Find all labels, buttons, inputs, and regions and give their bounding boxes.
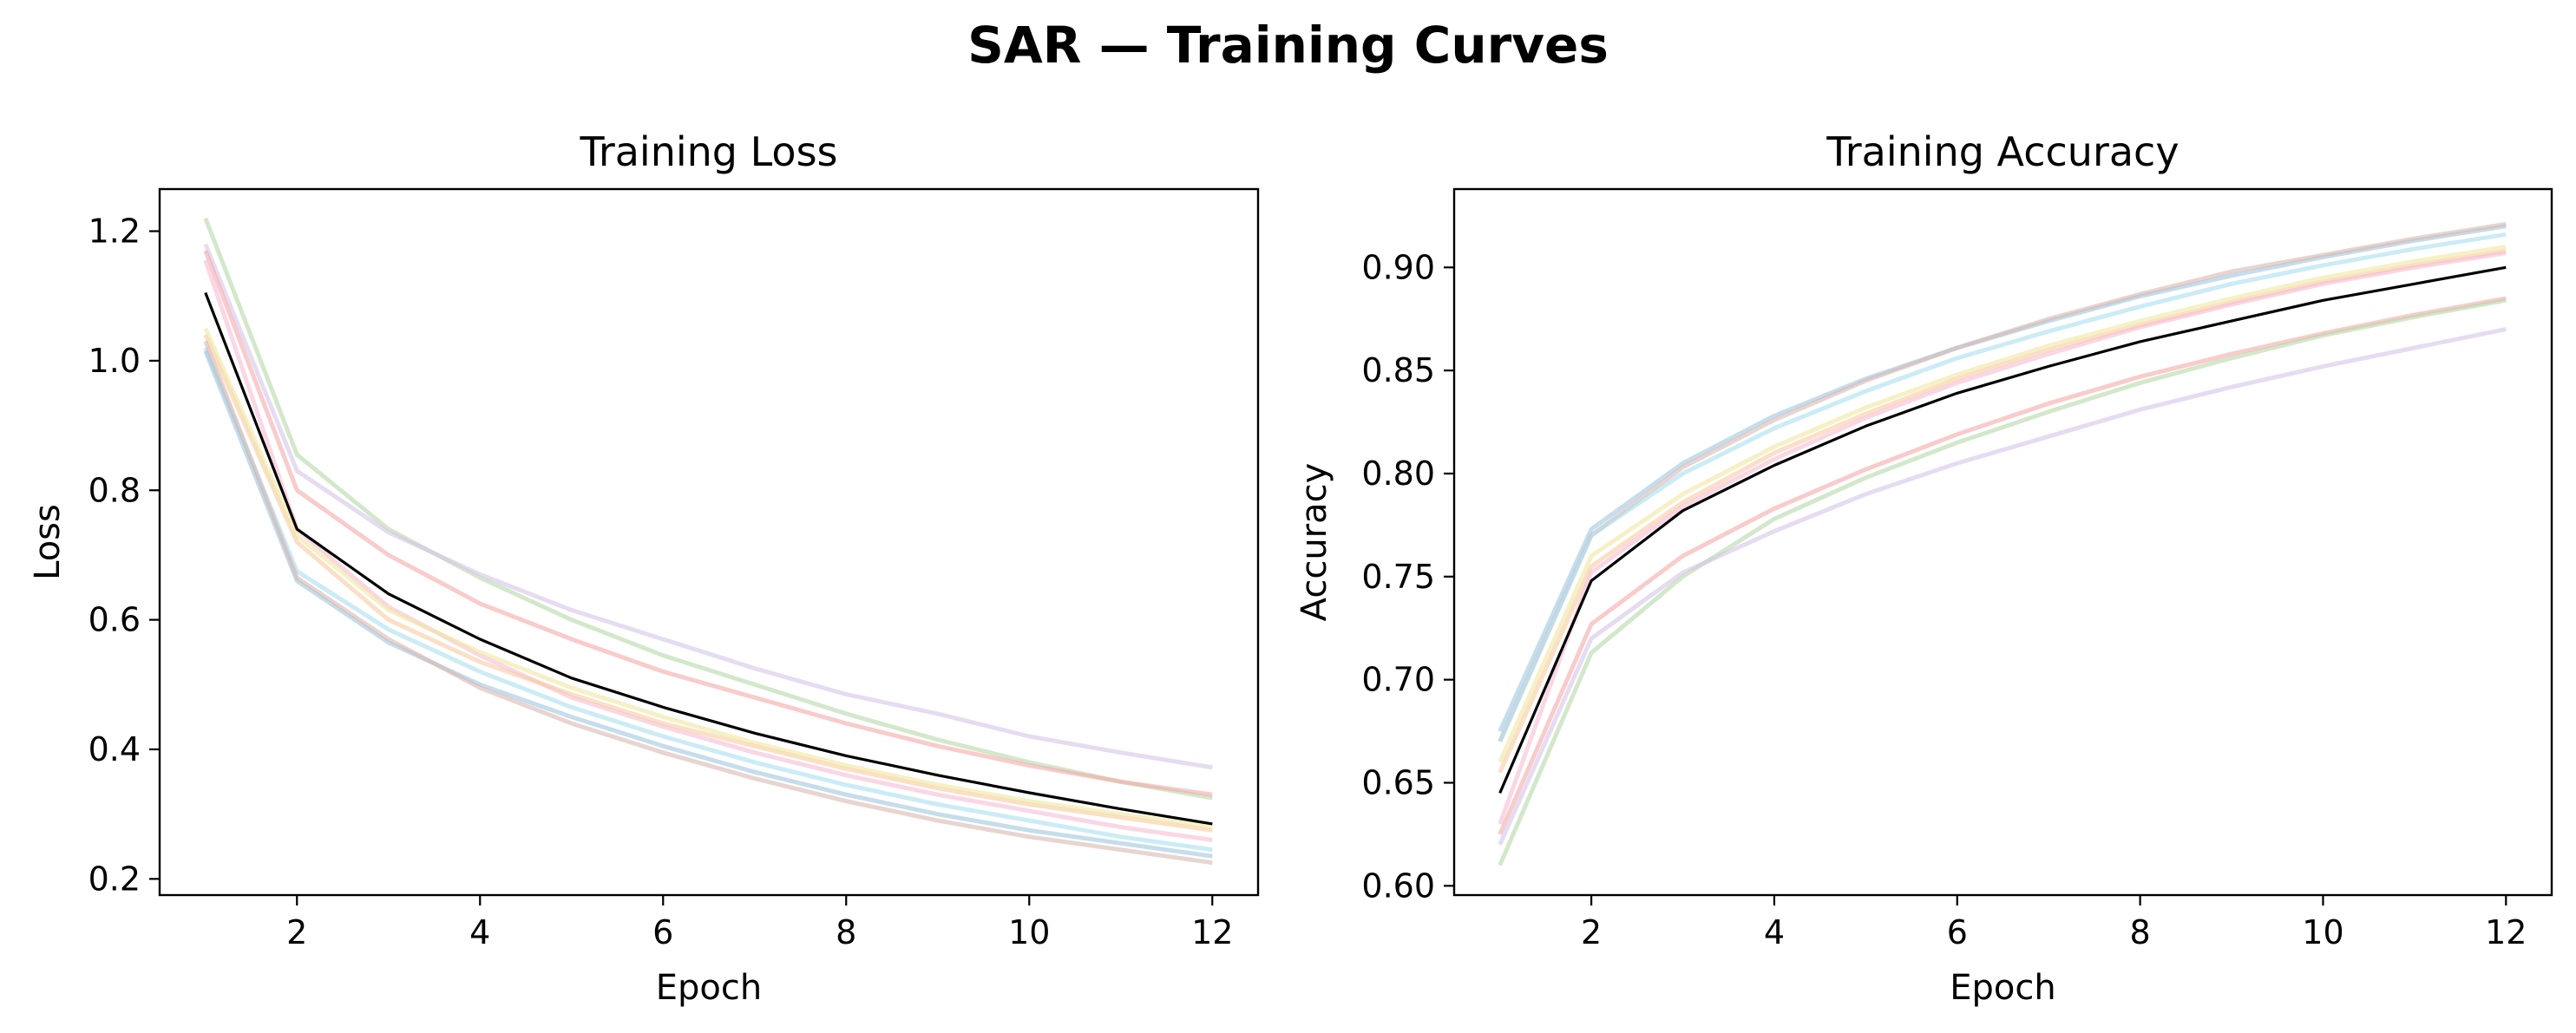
loss-series-line-3 — [203, 250, 1213, 797]
accuracy-x-tick-label: 10 — [2302, 913, 2343, 951]
loss-y-tick-label: 0.6 — [88, 601, 141, 639]
loss-series-line-4 — [203, 259, 1213, 842]
accuracy-x-tick-label: 2 — [1581, 913, 1602, 951]
loss-x-tick-label: 12 — [1191, 913, 1233, 951]
loss-y-tick-label: 0.2 — [88, 860, 141, 898]
accuracy-chart-title: Training Accuracy — [1825, 128, 2179, 175]
loss-chart: 2 4 6 8 10 12 0.2 0.4 0.6 0.8 1.0 1.2 Training Loss E… — [28, 128, 1260, 1008]
accuracy-y-tick-label: 0.70 — [1361, 661, 1435, 699]
loss-series-line-6 — [203, 327, 1213, 830]
loss-y-tick-label: 1.0 — [88, 342, 141, 380]
accuracy-x-tick-label: 4 — [1764, 913, 1785, 951]
loss-series-line-7 — [203, 347, 1213, 853]
accuracy-series-line-3 — [1498, 232, 2507, 742]
accuracy-y-tick-label: 0.85 — [1361, 351, 1435, 389]
accuracy-series-line-6 — [1498, 251, 2507, 825]
accuracy-x-tick-label: 12 — [2485, 913, 2527, 951]
accuracy-series-line-4 — [1498, 245, 2507, 763]
loss-y-tick-label: 1.2 — [88, 212, 141, 251]
accuracy-plot-frame — [1452, 187, 2553, 897]
loss-series-line-10 — [204, 291, 1213, 826]
loss-x-tick-label: 2 — [286, 913, 307, 951]
loss-y-tick-label: 0.8 — [88, 471, 141, 509]
loss-plot-frame — [158, 187, 1260, 897]
loss-x-axis-label: Epoch — [656, 968, 762, 1008]
accuracy-x-axis-label: Epoch — [1950, 968, 2055, 1008]
accuracy-y-tick-label: 0.60 — [1361, 866, 1435, 905]
accuracy-series-line-1 — [1498, 224, 2507, 733]
accuracy-series-line-2 — [1498, 221, 2507, 742]
loss-series-line-8 — [203, 350, 1213, 859]
accuracy-x-tick-label: 6 — [1947, 913, 1968, 951]
loss-x-tick-label: 6 — [652, 913, 673, 951]
loss-y-tick-label: 0.4 — [88, 730, 141, 768]
loss-x-tick-label: 4 — [469, 913, 490, 951]
loss-x-tick-label: 8 — [836, 913, 856, 951]
loss-series-line-5 — [203, 333, 1213, 833]
loss-x-tick-label: 10 — [1008, 913, 1050, 951]
accuracy-y-tick-label: 0.65 — [1361, 763, 1435, 801]
accuracy-y-axis-label: Accuracy — [1295, 463, 1334, 622]
accuracy-y-tick-label: 0.80 — [1361, 454, 1435, 493]
accuracy-series-line-9 — [1498, 327, 2507, 846]
accuracy-chart: 2 4 6 8 10 12 0.60 0.65 0.70 0.75 0.80 0.85 0.90 Trai… — [1295, 128, 2553, 1008]
loss-series-line-1 — [203, 217, 1213, 801]
loss-series-line-9 — [203, 340, 1213, 866]
accuracy-y-tick-label: 0.75 — [1361, 558, 1435, 596]
accuracy-y-tick-label: 0.90 — [1361, 248, 1435, 286]
accuracy-series-line-8 — [1498, 297, 2507, 866]
loss-chart-title: Training Loss — [579, 128, 837, 175]
loss-y-axis-label: Loss — [28, 504, 68, 580]
accuracy-series-line-10 — [1498, 265, 2507, 794]
loss-series-line-2 — [203, 243, 1213, 770]
figure-title: SAR — Training Curves — [967, 16, 1609, 75]
accuracy-x-tick-label: 8 — [2130, 913, 2151, 951]
